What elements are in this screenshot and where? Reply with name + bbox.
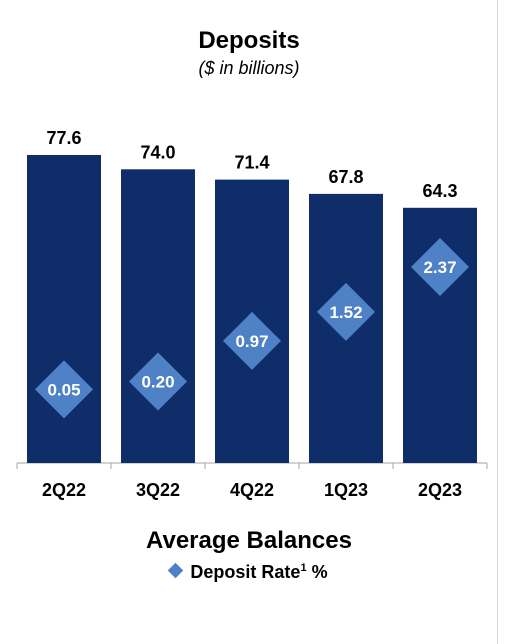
rate-marker: [223, 311, 281, 370]
bar-value-label: 64.3: [422, 181, 457, 201]
series-label-average-balances: Average Balances: [146, 527, 352, 554]
rate-value-label: 1.52: [329, 303, 362, 322]
x-tick-label: 1Q23: [324, 480, 368, 500]
x-tick-label: 4Q22: [230, 480, 274, 500]
x-tick-label: 2Q23: [418, 480, 462, 500]
rate-marker: [411, 238, 469, 296]
bar-3Q22: [121, 169, 195, 463]
legend-deposit-rate: Deposit Rate1 %: [0, 562, 498, 583]
bar-value-label: 71.4: [234, 153, 269, 173]
bar-value-label: 74.0: [140, 142, 175, 162]
legend-unit: %: [311, 562, 328, 582]
bar-value-label: 77.6: [46, 128, 81, 148]
diamond-marker-icon: [168, 562, 184, 579]
rate-marker: [35, 360, 93, 419]
rate-marker: [317, 282, 375, 341]
x-tick-label: 3Q22: [136, 480, 180, 500]
bar-value-label: 67.8: [328, 167, 363, 187]
chart-subtitle: ($ in billions): [198, 58, 300, 78]
deposits-bar-chart: 77.6 0.05 2Q22 74.0 0.20 3Q22 71.4 0.97 4Q22 67.8…: [16, 128, 488, 500]
legend-rate-label: Deposit Rate: [190, 562, 301, 582]
x-tick-label: 2Q22: [42, 480, 86, 500]
right-edge-line: [497, 0, 498, 644]
rate-marker: [129, 352, 187, 411]
chart-title: Deposits: [198, 27, 300, 54]
rate-value-label: 0.05: [47, 380, 80, 399]
rate-value-label: 0.20: [141, 372, 174, 391]
rate-value-label: 2.37: [423, 258, 456, 277]
rate-value-label: 0.97: [235, 332, 268, 351]
legend-footnote-marker: 1: [300, 562, 307, 574]
